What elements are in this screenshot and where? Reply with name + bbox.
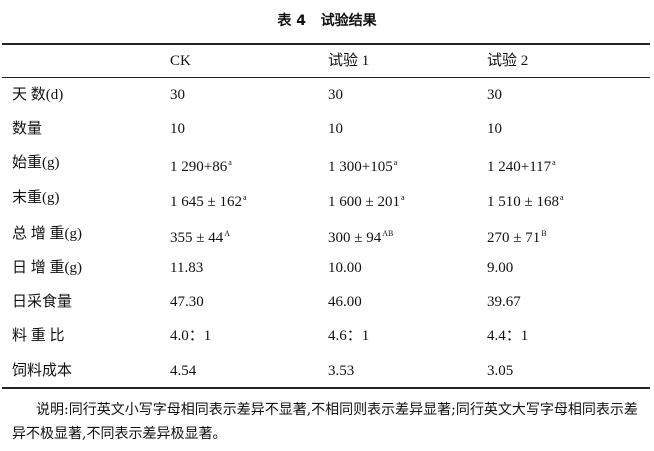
table-cell: 9.00	[487, 260, 514, 276]
table-cell: 300 ± 94AB	[328, 224, 393, 248]
table-cell: 1 240+117a	[487, 153, 556, 177]
cell-superscript: a	[242, 193, 247, 202]
table-note: 说明:同行英文小写字母相同表示差异不显著,不相同则表示差异显著;同行英文大写字母…	[12, 402, 638, 442]
table-cell: 1 300+105a	[328, 153, 397, 177]
bottom-rule	[2, 387, 650, 389]
cell-value: 1 300+105	[328, 159, 393, 175]
table-cell: 3.05	[487, 363, 514, 379]
row-label: 天 数(d)	[12, 87, 64, 103]
table-cell: 46.00	[328, 294, 362, 310]
table-cell: 4.4：1	[487, 328, 529, 344]
table-cell: 270 ± 71B	[487, 224, 547, 248]
cell-value: 1 510 ± 168	[487, 194, 559, 210]
cell-value: 1 645 ± 162	[170, 194, 242, 210]
row-label: 饲料成本	[12, 363, 73, 379]
table-cell: 10	[170, 121, 185, 137]
row-label: 日采食量	[12, 294, 73, 310]
table-cell: 1 510 ± 168a	[487, 188, 564, 212]
table-cell: 30	[487, 87, 502, 103]
cell-superscript: AB	[382, 229, 394, 238]
cell-value: 1 240+117	[487, 159, 552, 175]
cell-superscript: A	[224, 229, 231, 238]
column-header: CK	[170, 53, 191, 69]
cell-superscript: a	[393, 158, 398, 167]
cell-superscript: B	[541, 229, 547, 238]
cell-superscript: a	[552, 158, 556, 167]
row-label: 日 增 重(g)	[12, 260, 82, 276]
header-rule	[2, 77, 650, 78]
table-cell: 11.83	[170, 260, 204, 276]
row-label: 始重(g)	[12, 155, 60, 171]
table-cell: 47.30	[170, 294, 204, 310]
table-cell: 39.67	[487, 294, 521, 310]
table-cell: 1 290+86a	[170, 153, 232, 177]
table-cell: 10	[328, 121, 343, 137]
table-cell: 1 600 ± 201a	[328, 188, 405, 212]
cell-superscript: a	[228, 158, 232, 167]
cell-superscript: a	[400, 193, 405, 202]
table-cell: 4.54	[170, 363, 197, 379]
table-cell: 4.6：1	[328, 328, 370, 344]
cell-value: 1 600 ± 201	[328, 194, 400, 210]
table-cell: 1 645 ± 162a	[170, 188, 247, 212]
row-label: 总 增 重(g)	[12, 226, 82, 242]
row-label: 末重(g)	[12, 190, 60, 206]
table-cell: 30	[170, 87, 185, 103]
row-label: 料 重 比	[12, 328, 65, 344]
column-header: 试验 2	[487, 53, 529, 69]
cell-value: 355 ± 44	[170, 230, 224, 246]
row-label: 数量	[12, 121, 43, 137]
cell-value: 270 ± 71	[487, 230, 541, 246]
table-title: 表 4 试验结果	[277, 13, 377, 29]
table-cell: 10.00	[328, 260, 362, 276]
table-cell: 3.53	[328, 363, 355, 379]
table-cell: 30	[328, 87, 343, 103]
cell-value: 1 290+86	[170, 159, 228, 175]
top-rule	[2, 43, 650, 45]
table-cell: 355 ± 44A	[170, 224, 230, 248]
column-header: 试验 1	[328, 53, 370, 69]
table-cell: 4.0：1	[170, 328, 212, 344]
table-cell: 10	[487, 121, 502, 137]
cell-superscript: a	[559, 193, 564, 202]
cell-value: 300 ± 94	[328, 230, 382, 246]
